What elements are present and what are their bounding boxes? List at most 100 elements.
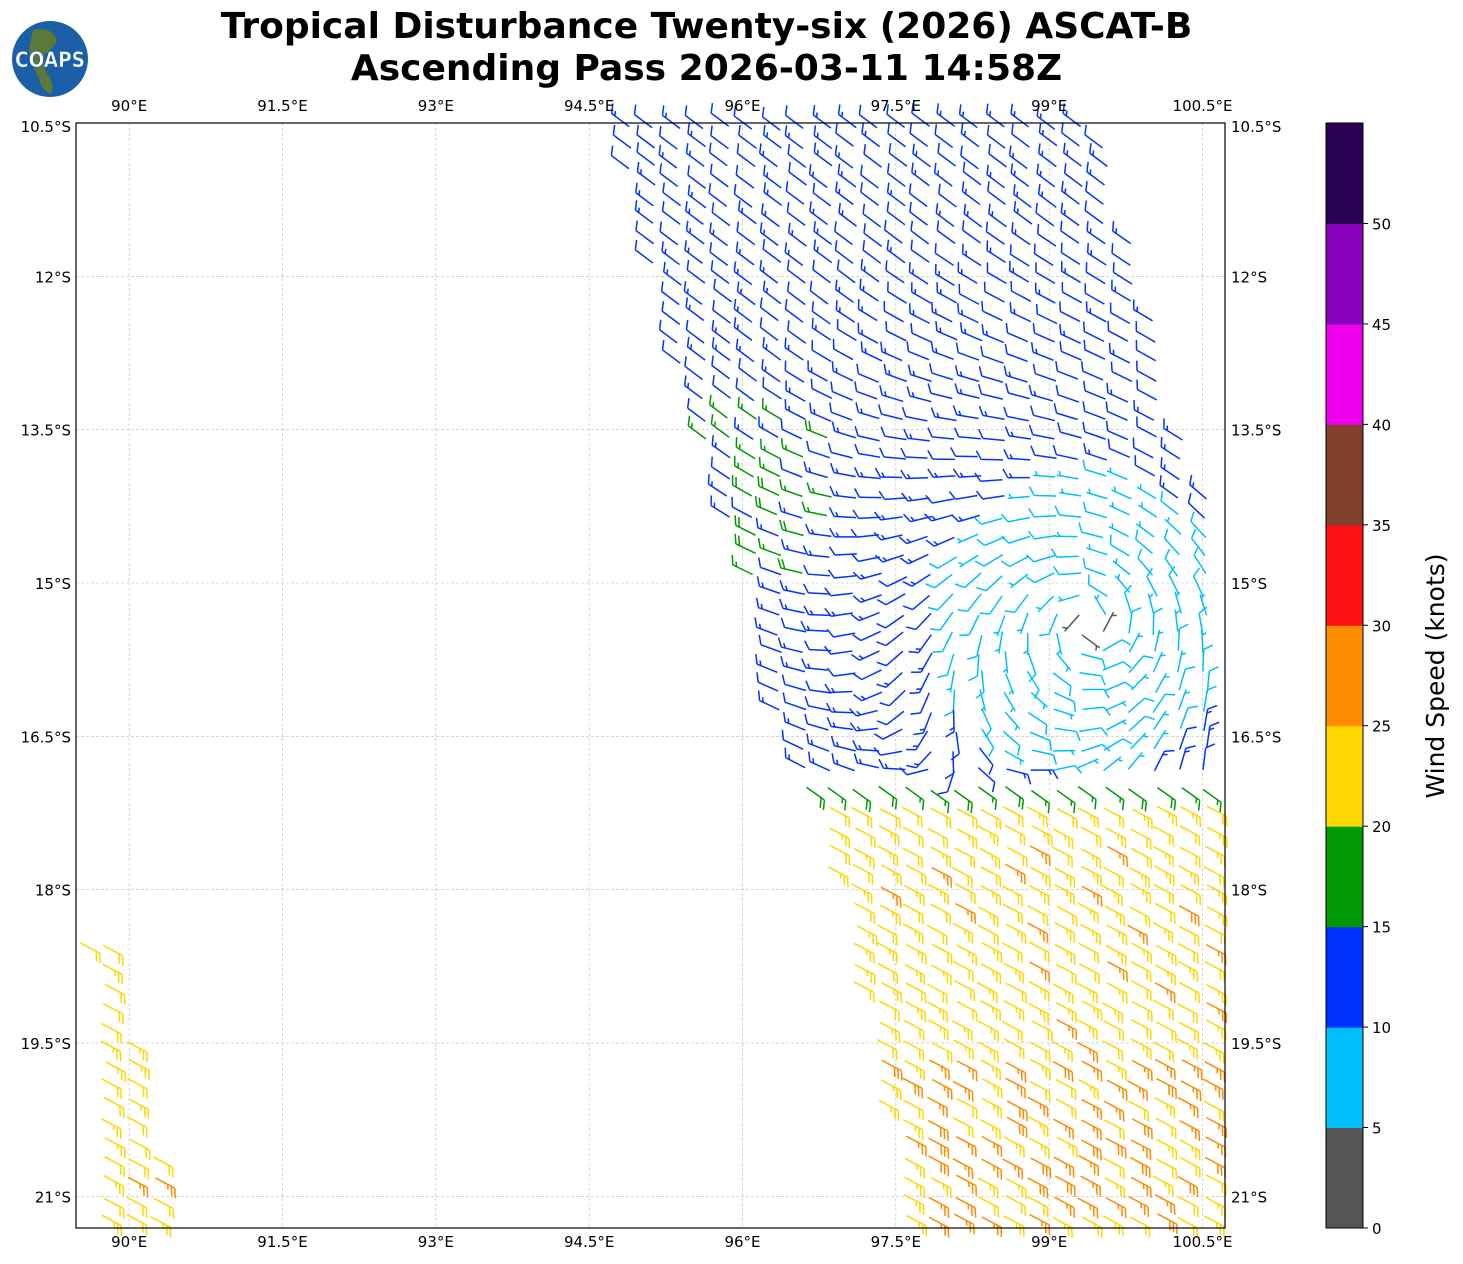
- barb-half-feather: [910, 516, 915, 522]
- barb-staff: [1037, 233, 1057, 247]
- barb-feather: [960, 123, 964, 134]
- barb-feather: [824, 683, 831, 693]
- barb-feather: [827, 569, 835, 579]
- barb-feather: [735, 338, 739, 349]
- barb-half-feather: [1010, 431, 1014, 437]
- wind-barb: [762, 124, 782, 149]
- wind-barb: [813, 125, 833, 150]
- wind-barb: [1005, 1077, 1026, 1099]
- wind-barb: [1056, 470, 1079, 480]
- barb-feather: [1146, 567, 1153, 578]
- wind-barb: [876, 631, 904, 647]
- wind-barb: [1054, 921, 1076, 943]
- barb-staff: [980, 670, 985, 693]
- colorbar-bin: [1326, 524, 1363, 626]
- barb-half-feather: [1138, 521, 1141, 527]
- barb-feather: [822, 799, 826, 811]
- wind-barb: [1130, 828, 1152, 850]
- barb-staff: [833, 672, 856, 677]
- wind-barb: [953, 1039, 974, 1061]
- barb-feather: [1124, 584, 1132, 594]
- wind-barb: [925, 573, 953, 589]
- wind-barb: [711, 435, 731, 459]
- wind-barb: [903, 1193, 925, 1215]
- wind-barb: [687, 184, 707, 209]
- barb-feather: [885, 260, 888, 271]
- wind-barb: [1004, 785, 1025, 810]
- barb-feather: [921, 799, 925, 811]
- wind-barb: [1152, 921, 1174, 943]
- barb-staff: [955, 494, 978, 500]
- barb-staff: [781, 468, 803, 478]
- wind-barb: [635, 182, 654, 207]
- barb-half-feather: [806, 625, 811, 631]
- wind-barb: [1187, 493, 1206, 519]
- wind-barb: [1003, 1000, 1025, 1022]
- barb-staff: [1104, 681, 1126, 692]
- barb-staff: [987, 190, 1006, 206]
- barb-staff: [863, 232, 883, 247]
- barb-feather: [861, 123, 864, 134]
- lat-tick-label-right: 19.5°S: [1231, 1035, 1281, 1053]
- wind-barb: [658, 144, 678, 169]
- wind-barb: [756, 672, 779, 692]
- wind-barb: [759, 297, 779, 322]
- wind-barb: [910, 692, 930, 715]
- wind-barb: [1179, 1119, 1201, 1141]
- barb-half-feather: [836, 427, 840, 433]
- barb-feather: [784, 105, 788, 116]
- barb-feather: [1010, 103, 1014, 114]
- barb-feather: [1111, 243, 1114, 254]
- wind-barb: [1206, 884, 1228, 906]
- barb-staff: [1008, 535, 1031, 544]
- wind-barb: [837, 104, 857, 129]
- barb-feather: [1052, 444, 1058, 455]
- wind-barb: [927, 827, 949, 849]
- wind-barb: [1029, 1058, 1051, 1080]
- barb-feather: [1037, 184, 1041, 195]
- barb-feather: [1121, 799, 1125, 811]
- wind-barb: [1204, 845, 1226, 867]
- wind-barb: [885, 320, 907, 342]
- barb-feather: [1185, 666, 1196, 670]
- wind-barb: [938, 183, 957, 208]
- wind-barb: [838, 202, 858, 227]
- wind-barb: [1081, 1060, 1103, 1082]
- barb-feather: [1105, 401, 1109, 412]
- wind-barb: [851, 883, 873, 905]
- wind-barb: [927, 1019, 949, 1041]
- barb-staff: [987, 271, 1007, 285]
- barb-staff: [1187, 502, 1206, 519]
- wind-barb: [1133, 400, 1155, 421]
- barb-half-feather: [661, 152, 664, 158]
- barb-staff: [834, 553, 857, 556]
- barb-staff: [711, 211, 731, 227]
- barb-feather: [886, 182, 890, 193]
- wind-barb: [807, 360, 828, 382]
- barb-staff: [1079, 671, 1102, 677]
- barb-half-feather: [989, 110, 992, 117]
- wind-barb: [1180, 884, 1202, 906]
- barb-feather: [636, 124, 639, 135]
- lat-tick-label-left: 18°S: [35, 882, 71, 900]
- barb-half-feather: [713, 421, 716, 427]
- barb-feather: [852, 595, 862, 603]
- wind-barb: [754, 495, 778, 516]
- barb-feather: [808, 164, 812, 175]
- wind-barb: [1077, 902, 1099, 924]
- wind-barb: [902, 923, 924, 945]
- wind-barb: [779, 519, 804, 537]
- wind-barb: [1111, 486, 1132, 500]
- barb-staff: [911, 332, 933, 343]
- wind-barb: [733, 261, 753, 286]
- wind-barb: [834, 144, 854, 169]
- barb-staff: [788, 171, 808, 186]
- wind-barb: [737, 200, 757, 225]
- barb-staff: [1160, 500, 1179, 516]
- barb-feather: [954, 365, 959, 376]
- barb-feather: [1082, 501, 1087, 512]
- wind-barb: [1027, 653, 1037, 683]
- wind-barb: [829, 527, 857, 538]
- barb-feather: [925, 494, 933, 504]
- barb-staff: [981, 708, 992, 730]
